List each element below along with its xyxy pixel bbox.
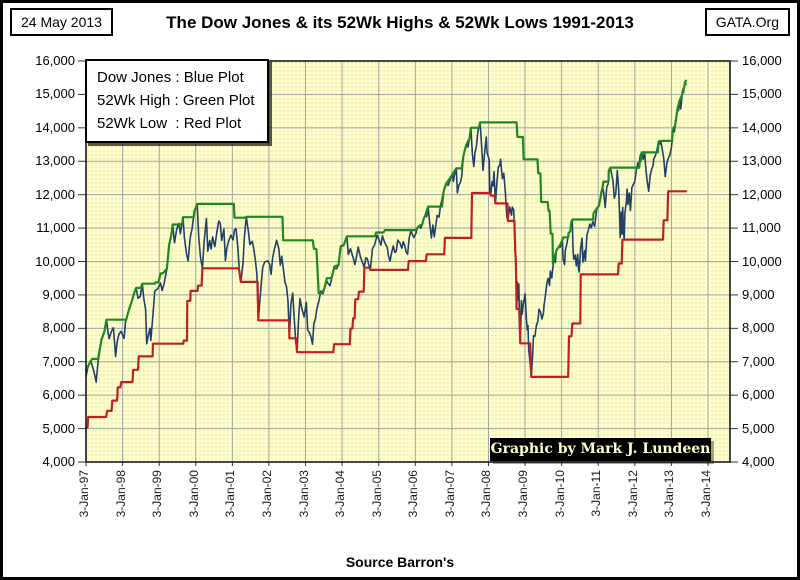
y-tick-label-right: 6,000 xyxy=(742,387,775,403)
y-tick-label-left: 15,000 xyxy=(35,86,75,102)
y-tick-label-right: 16,000 xyxy=(742,53,782,68)
y-tick-label-right: 4,000 xyxy=(742,454,775,469)
chart-plot xyxy=(78,60,738,466)
x-tick-label: 3-Jan-98 xyxy=(113,470,128,518)
y-tick-label-left: 16,000 xyxy=(35,53,75,68)
x-tick-label: 3-Jan-99 xyxy=(150,470,165,518)
y-tick-label-right: 9,000 xyxy=(742,286,775,302)
x-tick-label: 3-Jan-06 xyxy=(406,470,421,518)
y-tick-label-left: 7,000 xyxy=(42,353,75,369)
y-tick-label-left: 11,000 xyxy=(36,220,75,236)
y-tick-label-left: 14,000 xyxy=(35,119,75,135)
y-tick-label-left: 10,000 xyxy=(35,253,75,269)
y-tick-label-left: 5,000 xyxy=(42,420,75,436)
x-tick-label: 3-Jan-10 xyxy=(552,470,567,518)
y-tick-label-right: 5,000 xyxy=(742,420,775,436)
source-note: Source Barron's xyxy=(345,554,455,570)
x-tick-label: 3-Jan-14 xyxy=(699,470,713,518)
legend-line-dow: Dow Jones : Blue Plot xyxy=(97,69,244,86)
credit-box: Graphic by Mark J. Lundeen xyxy=(490,438,711,461)
x-tick-label: 3-Jan-03 xyxy=(296,470,311,518)
page-title: The Dow Jones & its 52Wk Highs & 52Wk Lo… xyxy=(166,13,634,32)
x-tick-label: 3-Jan-08 xyxy=(479,470,494,518)
y-tick-label-right: 12,000 xyxy=(742,186,782,202)
y-tick-label-left: 4,000 xyxy=(42,454,75,469)
credit-text: Graphic by Mark J. Lundeen xyxy=(490,441,711,457)
x-tick-label: 3-Jan-09 xyxy=(516,470,531,518)
x-tick-label: 3-Jan-02 xyxy=(259,470,274,518)
legend-line-low: 52Wk Low : Red Plot xyxy=(97,115,242,132)
legend-line-high: 52Wk High : Green Plot xyxy=(97,92,255,109)
y-tick-label-left: 12,000 xyxy=(35,186,75,202)
y-tick-label-right: 15,000 xyxy=(742,86,782,102)
x-tick-label: 3-Jan-13 xyxy=(662,470,677,518)
chart-legend: Dow Jones : Blue Plot 52Wk High : Green … xyxy=(85,59,269,143)
x-tick-label: 3-Jan-05 xyxy=(369,470,384,518)
x-tick-label: 3-Jan-97 xyxy=(77,470,91,518)
y-tick-label-right: 7,000 xyxy=(742,353,775,369)
x-tick-label: 3-Jan-07 xyxy=(442,470,457,518)
y-tick-label-right: 11,000 xyxy=(742,220,781,236)
date-box: 24 May 2013 xyxy=(10,8,113,36)
brand-box: GATA.Org xyxy=(704,8,790,36)
brand-text: GATA.Org xyxy=(715,14,779,30)
x-tick-label: 3-Jan-04 xyxy=(333,470,348,518)
y-tick-label-right: 10,000 xyxy=(742,253,782,269)
y-tick-label-right: 8,000 xyxy=(742,320,775,336)
x-tick-label: 3-Jan-00 xyxy=(186,470,201,518)
y-tick-label-left: 8,000 xyxy=(42,320,75,336)
y-tick-label-left: 13,000 xyxy=(35,153,75,169)
y-tick-label-right: 14,000 xyxy=(742,119,782,135)
x-tick-label: 3-Jan-01 xyxy=(223,470,238,518)
x-tick-label: 3-Jan-11 xyxy=(589,470,604,517)
date-text: 24 May 2013 xyxy=(21,14,102,30)
y-tick-label-left: 6,000 xyxy=(42,387,75,403)
x-tick-label: 3-Jan-12 xyxy=(625,470,640,518)
y-tick-label-right: 13,000 xyxy=(742,153,782,169)
y-tick-label-left: 9,000 xyxy=(42,286,75,302)
